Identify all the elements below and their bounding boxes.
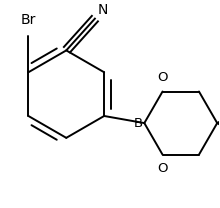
Text: N: N (98, 3, 108, 17)
Text: Br: Br (21, 13, 36, 27)
Text: B: B (134, 116, 143, 130)
Text: O: O (157, 71, 168, 84)
Text: O: O (157, 162, 168, 175)
